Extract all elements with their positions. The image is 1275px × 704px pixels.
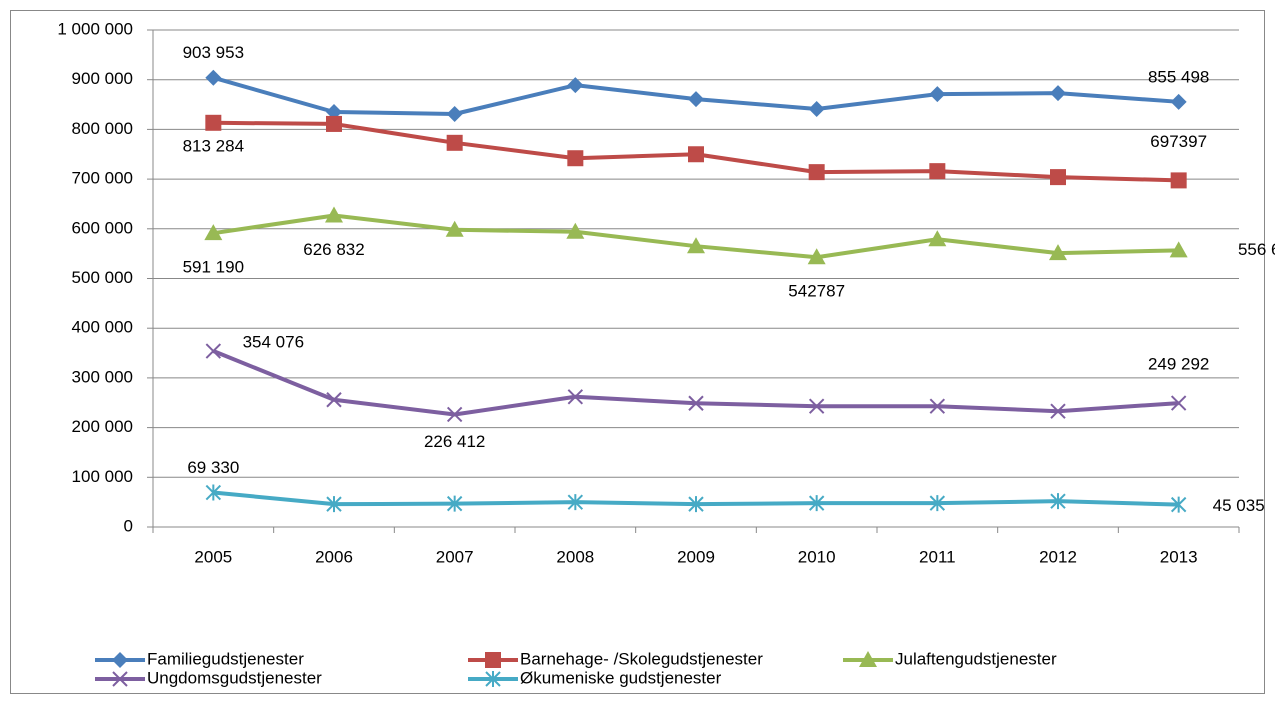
data-point xyxy=(567,494,584,511)
data-label: 813 284 xyxy=(183,136,244,155)
data-point xyxy=(808,101,825,118)
data-point xyxy=(1050,169,1066,186)
data-point xyxy=(688,146,704,163)
data-point xyxy=(445,220,464,237)
x-tick-label: 2007 xyxy=(436,547,474,566)
data-point xyxy=(446,134,463,151)
y-tick-label: 600 000 xyxy=(72,218,133,237)
data-point xyxy=(1170,172,1187,189)
data-point xyxy=(1170,395,1187,411)
y-tick-label: 500 000 xyxy=(72,268,133,287)
y-tick-label: 200 000 xyxy=(72,417,133,436)
data-label: 903 953 xyxy=(183,43,244,62)
data-point xyxy=(205,114,222,131)
data-point xyxy=(688,496,704,513)
data-point xyxy=(808,495,825,512)
data-point xyxy=(1049,244,1067,261)
data-point xyxy=(1169,241,1188,258)
y-tick-label: 100 000 xyxy=(72,467,133,486)
x-tick-label: 2009 xyxy=(677,547,715,566)
data-point xyxy=(204,224,223,241)
x-tick-label: 2008 xyxy=(556,547,594,566)
data-point xyxy=(688,91,704,108)
chart-border xyxy=(10,10,1265,694)
legend-label: Julaftengudstjenester xyxy=(895,649,1057,668)
data-point xyxy=(205,69,222,86)
data-point xyxy=(928,230,947,247)
data-point xyxy=(326,496,342,513)
data-label: 45 035 xyxy=(1213,496,1265,515)
y-tick-label: 0 xyxy=(124,516,133,535)
x-tick-label: 2012 xyxy=(1039,547,1077,566)
data-label: 226 412 xyxy=(424,432,485,451)
data-label: 556 689 xyxy=(1238,240,1275,259)
data-label: 542787 xyxy=(788,282,845,301)
data-label: 591 190 xyxy=(183,258,244,277)
data-point xyxy=(1170,93,1187,110)
data-label: 69 330 xyxy=(187,458,239,477)
legend-label: Ungdomsgudstjenester xyxy=(147,668,322,687)
y-tick-label: 800 000 xyxy=(72,119,133,138)
data-label: 855 498 xyxy=(1148,67,1209,86)
legend-label: Barnehage- /Skolegudstjenester xyxy=(520,649,763,668)
legend-marker xyxy=(112,652,128,668)
data-point xyxy=(929,495,946,512)
data-point xyxy=(929,163,946,180)
data-point xyxy=(808,398,825,414)
data-point xyxy=(929,86,946,103)
y-tick-label: 400 000 xyxy=(72,318,133,337)
data-point xyxy=(1170,496,1187,513)
data-point xyxy=(446,105,463,122)
data-point xyxy=(929,398,946,414)
x-tick-label: 2011 xyxy=(919,547,956,566)
y-tick-label: 1 000 000 xyxy=(57,19,133,38)
data-point xyxy=(325,206,343,223)
data-label: 626 832 xyxy=(303,240,364,259)
data-point xyxy=(566,222,585,239)
legend-label: Familiegudstjenester xyxy=(147,649,304,668)
data-point xyxy=(205,343,222,359)
data-point xyxy=(808,164,825,181)
data-label: 249 292 xyxy=(1148,355,1209,374)
x-tick-label: 2010 xyxy=(798,547,836,566)
data-point xyxy=(205,484,222,501)
data-point xyxy=(326,115,342,132)
data-point xyxy=(1050,403,1066,419)
y-tick-label: 300 000 xyxy=(72,367,133,386)
legend-label: Økumeniske gudstjenester xyxy=(520,668,722,687)
data-label: 697397 xyxy=(1150,132,1207,151)
data-point xyxy=(446,406,463,423)
data-point xyxy=(687,237,705,254)
y-tick-label: 700 000 xyxy=(72,169,133,188)
legend-marker xyxy=(485,652,501,668)
data-point xyxy=(567,77,584,94)
data-point xyxy=(567,389,584,405)
data-point xyxy=(807,248,826,265)
legend-marker xyxy=(859,651,877,667)
data-point xyxy=(1050,493,1066,510)
data-point xyxy=(567,150,584,167)
legend-marker xyxy=(485,671,501,687)
legend-marker xyxy=(112,671,128,687)
x-tick-label: 2006 xyxy=(315,547,353,566)
data-point xyxy=(326,392,342,408)
data-point xyxy=(688,395,704,411)
data-label: 354 076 xyxy=(243,333,304,352)
data-point xyxy=(446,495,463,512)
x-tick-label: 2005 xyxy=(194,547,232,566)
y-tick-label: 900 000 xyxy=(72,69,133,88)
x-tick-label: 2013 xyxy=(1160,547,1198,566)
data-point xyxy=(1050,85,1066,102)
